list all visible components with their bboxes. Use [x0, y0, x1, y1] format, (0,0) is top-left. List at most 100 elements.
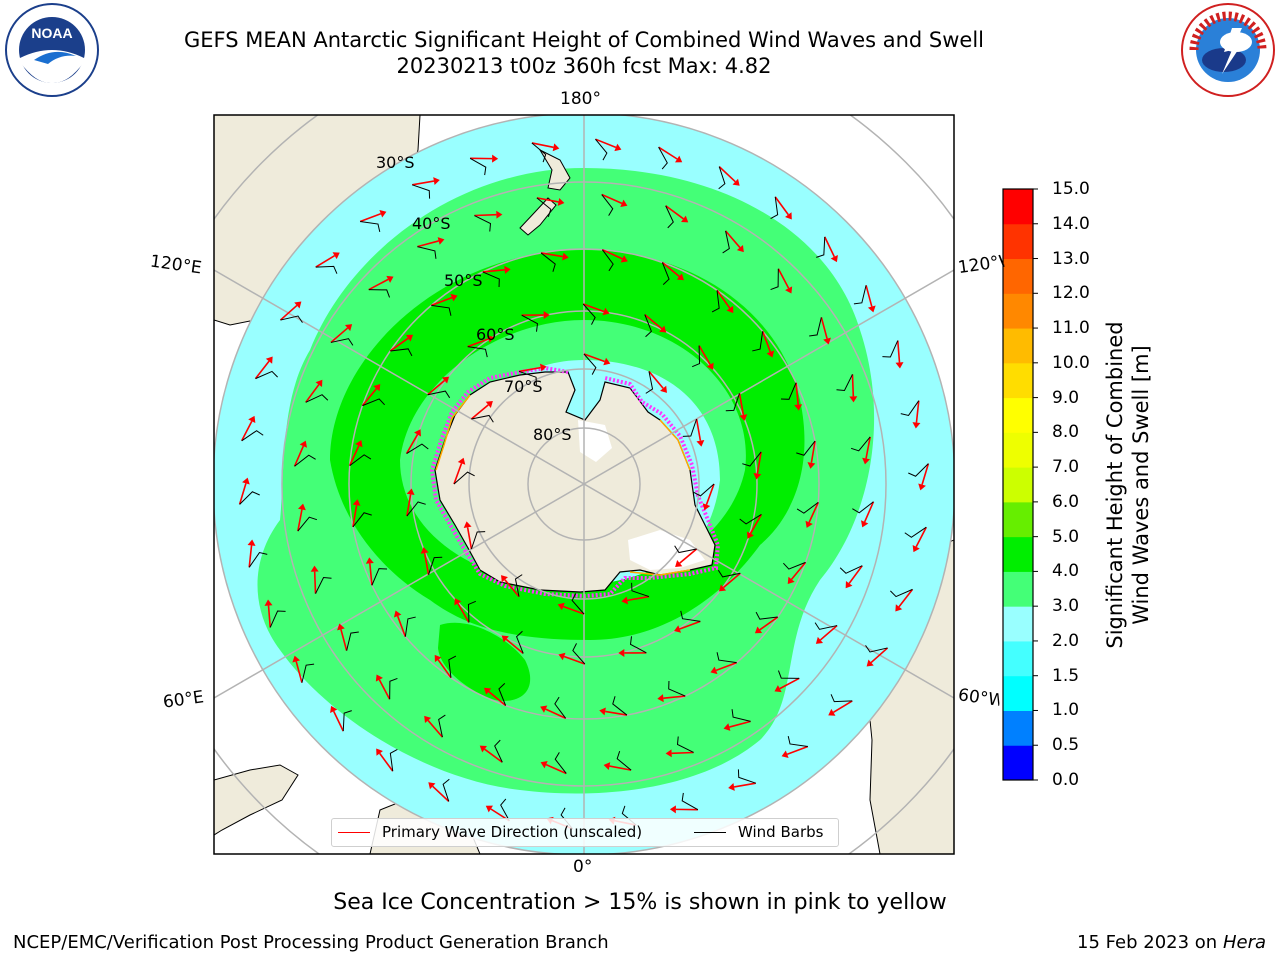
wave-arrow-head [379, 210, 387, 218]
wave-direction-arrow [724, 230, 741, 249]
wind-barb [571, 593, 585, 615]
wind-barb [680, 610, 701, 622]
wave-direction-arrow [898, 588, 914, 608]
wave-direction-arrow [609, 765, 632, 771]
wind-barb [770, 268, 779, 291]
wind-barb [900, 400, 920, 417]
wave-arrow-head [766, 350, 775, 358]
wind-barb [368, 289, 391, 298]
colorbar-segment [1003, 397, 1033, 433]
wave-arrow-head [675, 560, 683, 567]
wave-arrow-head [774, 685, 782, 693]
wave-direction-arrow [602, 248, 623, 260]
noaa-logo-text: NOAA [31, 25, 72, 41]
colorbar-segment [1003, 606, 1033, 642]
wave-arrow-head [450, 293, 458, 302]
colorbar-segment [1003, 223, 1033, 260]
wind-barb [752, 331, 764, 352]
wave-arrow-head [463, 521, 472, 529]
wave-arrow-head [657, 694, 664, 703]
colorbar-tick-label: 0.0 [1052, 770, 1080, 790]
colorbar-tick-label: 14.0 [1052, 213, 1090, 234]
wave-arrow-head [860, 520, 869, 528]
wave-direction-arrow [824, 236, 836, 258]
wave-arrow-head [406, 488, 415, 496]
wave-arrow-head [485, 401, 493, 408]
colorbar-title: Significant Height of Combined Wind Wave… [1102, 265, 1154, 705]
wave-direction-arrow [427, 719, 444, 738]
wave-direction-arrow [466, 527, 473, 550]
wave-arrow-head [659, 325, 667, 333]
wave-arrow-head [248, 415, 256, 424]
wave-arrow-head [264, 599, 273, 606]
wave-arrow-head [830, 254, 838, 263]
wave-direction-arrow [396, 615, 407, 637]
wave-arrow-head [696, 439, 705, 447]
wave-arrow-head [373, 384, 381, 392]
wave-direction-arrow [648, 370, 664, 389]
wave-direction-arrow [595, 138, 617, 149]
wave-direction-arrow [563, 605, 585, 615]
wave-direction-arrow [474, 213, 497, 217]
wind-barb [448, 655, 457, 678]
wave-direction-arrow [293, 445, 305, 467]
wave-arrow-head [912, 422, 921, 429]
wave-arrow-head [732, 178, 740, 186]
wave-direction-arrow [432, 785, 450, 802]
wave-arrow-head [739, 414, 748, 421]
wave-arrow-head [265, 356, 273, 364]
wave-arrow-head [823, 337, 831, 345]
lat-label-40s: 40°S [412, 214, 451, 233]
wave-direction-arrow [563, 655, 586, 665]
wind-barb [668, 680, 686, 697]
wind-barb [469, 157, 487, 176]
wave-direction-arrow [601, 193, 623, 205]
wave-direction-arrow [389, 337, 409, 352]
wave-arrow-head [242, 477, 250, 485]
wave-direction-arrow [238, 483, 247, 505]
wind-barb [890, 588, 913, 598]
colorbar-segment [1003, 293, 1033, 329]
wave-arrow-head [710, 666, 718, 675]
wind-barb [644, 314, 653, 338]
wind-barb [406, 443, 429, 454]
wave-arrow-head [355, 440, 363, 448]
wave-direction-arrow [695, 418, 702, 441]
wave-arrow-head [344, 324, 353, 332]
map-legend: Primary Wave Direction (unscaled) Wind B… [331, 818, 839, 847]
lat-label-60s: 60°S [476, 325, 515, 344]
wind-barb [442, 778, 450, 802]
wind-barb [601, 249, 614, 272]
colorbar-title-line-2: Wind Waves and Swell [m] [1129, 345, 1153, 625]
wind-barb [294, 454, 316, 467]
wave-arrow-head [375, 674, 383, 682]
wind-barb [474, 215, 492, 232]
wave-arrow-head [504, 265, 511, 274]
wave-direction-arrow [808, 502, 820, 523]
wave-direction-arrow [810, 440, 816, 463]
legend-wave-label: Primary Wave Direction (unscaled) [382, 823, 643, 841]
wave-direction-arrow [756, 451, 762, 474]
wave-direction-arrow [679, 548, 698, 564]
wind-barb [777, 670, 800, 679]
wave-arrow-head [620, 255, 628, 263]
wave-direction-arrow [453, 463, 463, 485]
wind-barb [390, 348, 413, 357]
wave-arrow-head [918, 483, 926, 491]
wave-direction-arrow [531, 142, 554, 149]
wave-direction-arrow [915, 526, 927, 548]
wave-arrow-head [620, 199, 628, 208]
wave-direction-arrow [774, 196, 789, 216]
wave-direction-arrow [759, 616, 779, 631]
wind-barb [471, 414, 494, 423]
wave-arrow-head [365, 557, 374, 564]
wave-arrow-head [614, 143, 622, 152]
wind-barb [352, 512, 372, 528]
colorbar-segment [1003, 640, 1033, 677]
colorbar-frame [1002, 188, 1034, 781]
wind-barb [280, 315, 303, 323]
wind-barb [554, 752, 567, 774]
wave-arrow-head [539, 363, 547, 372]
wave-direction-arrow [865, 436, 871, 459]
wind-barb [427, 390, 451, 399]
